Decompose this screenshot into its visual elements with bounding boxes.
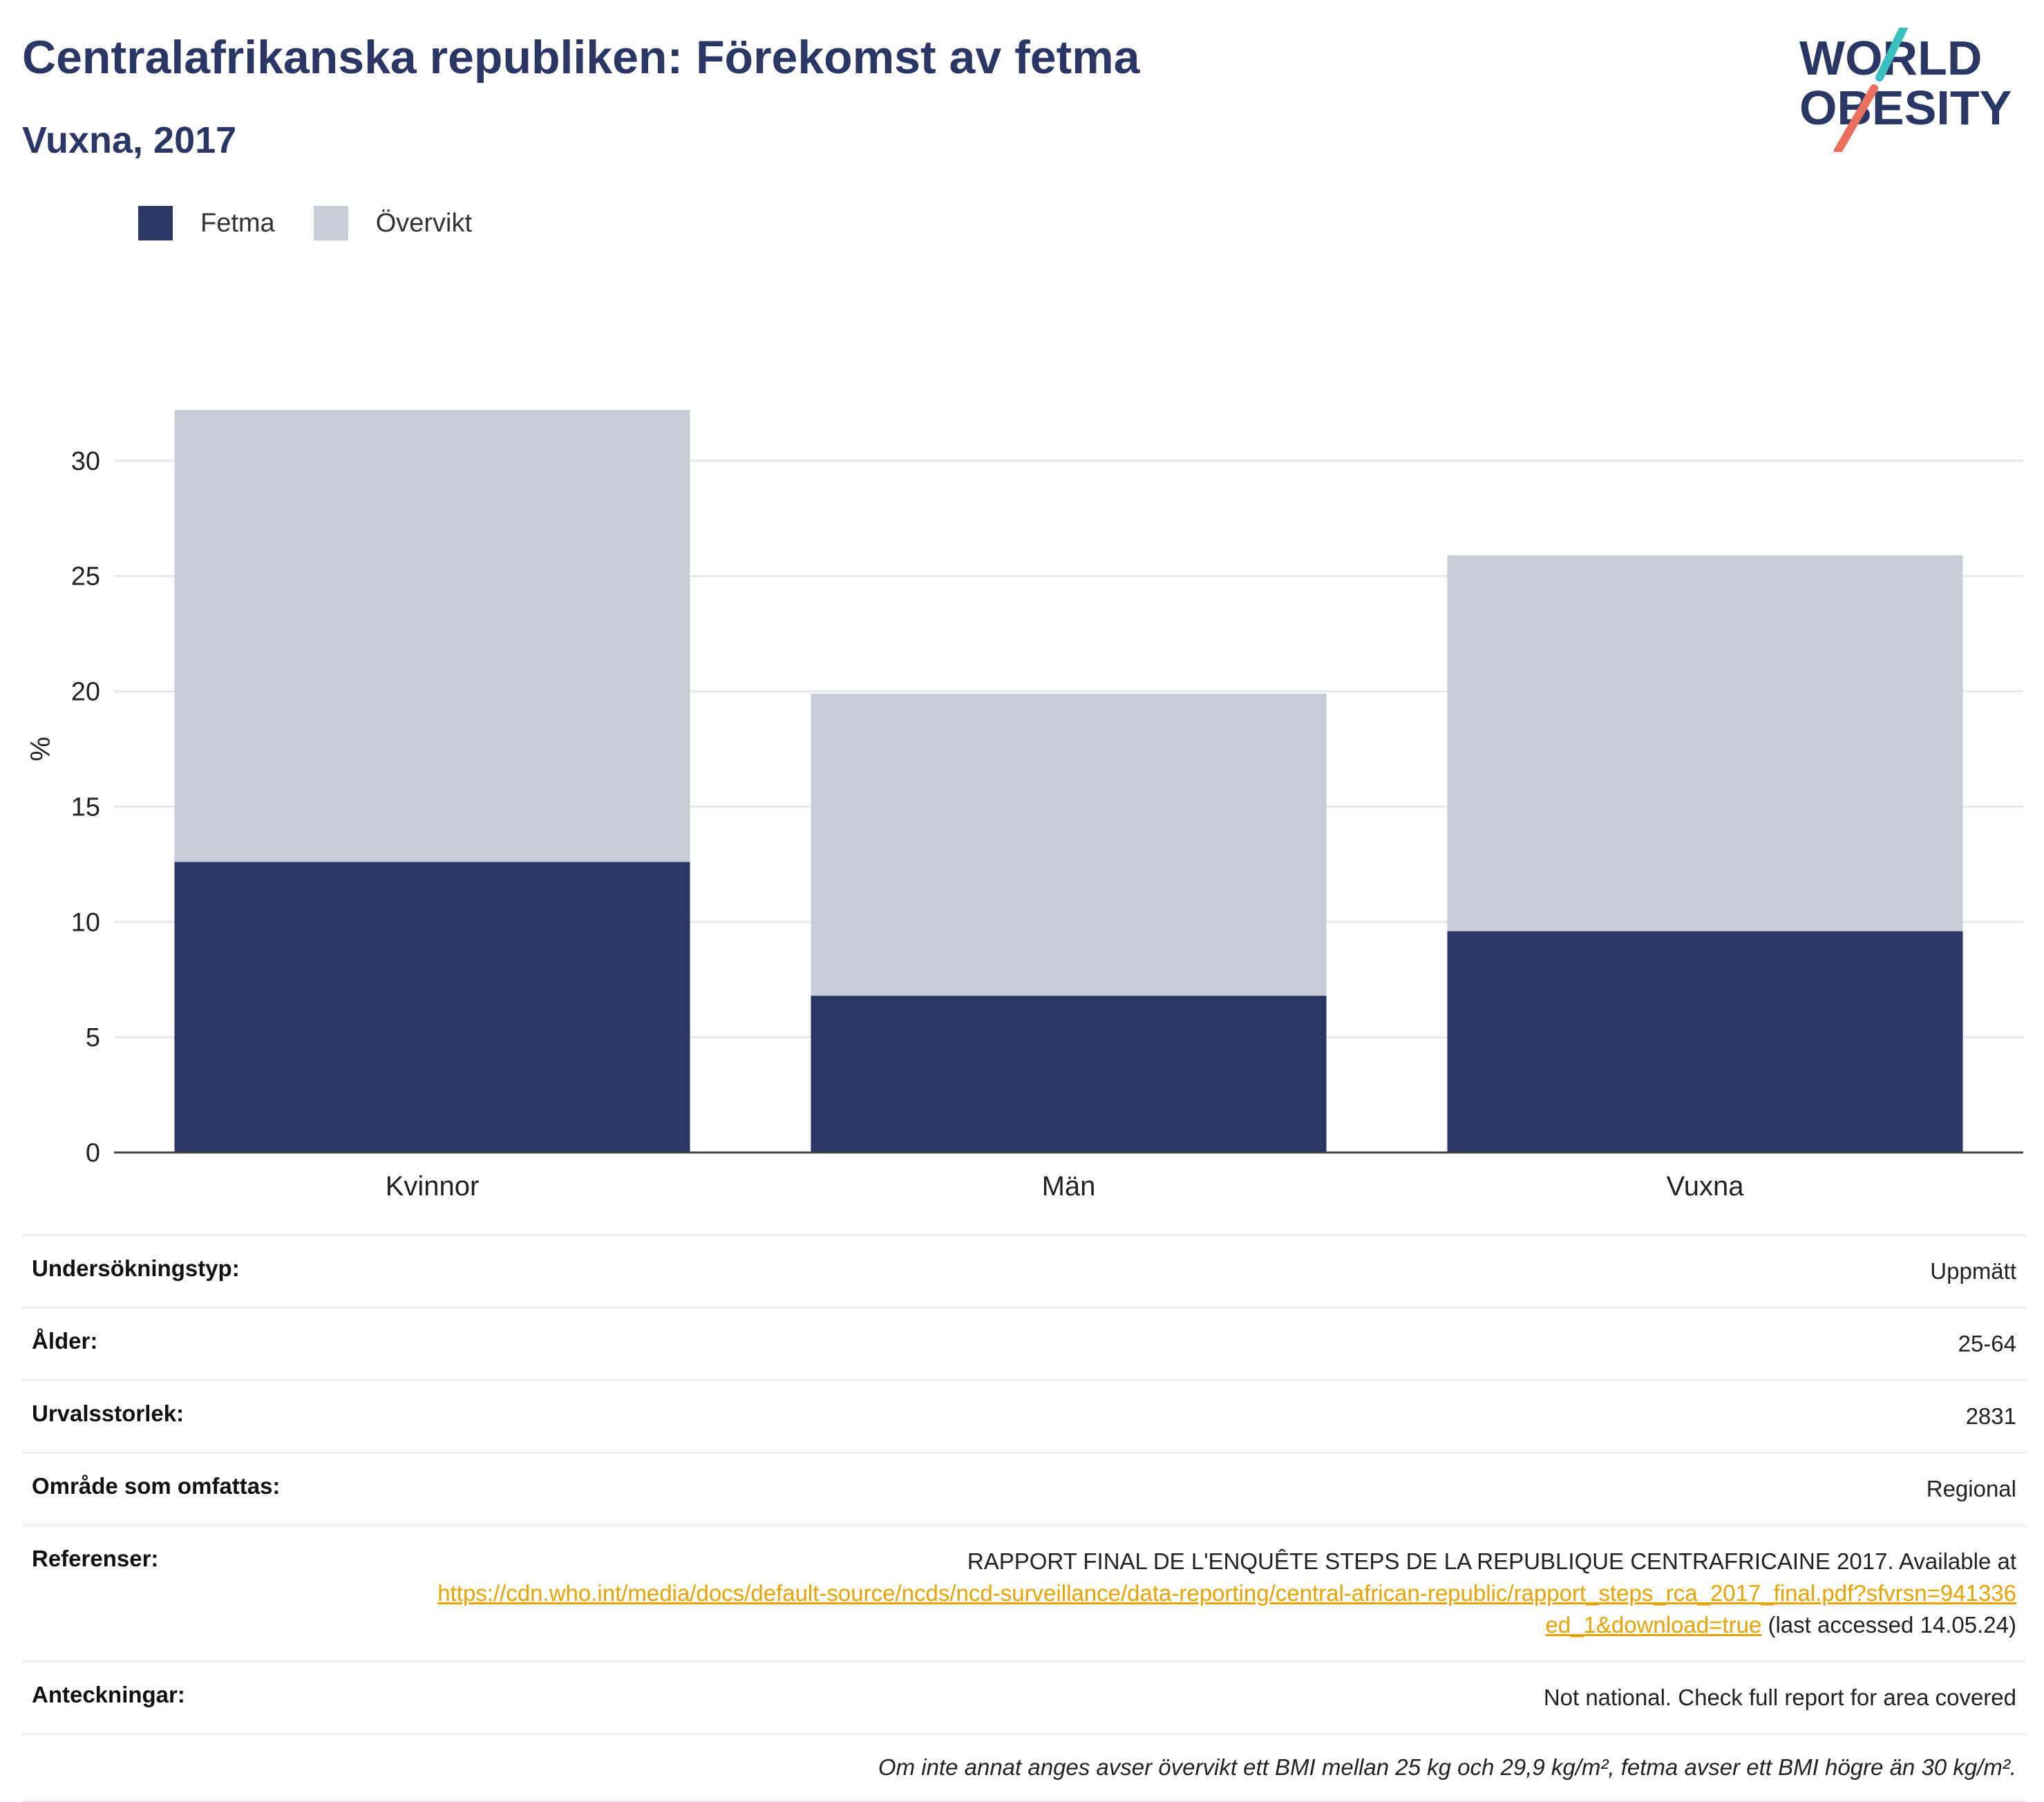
info-value: 25-64 [1958, 1331, 2016, 1356]
legend-label-fetma: Fetma [200, 208, 275, 238]
info-row-age: Ålder: 25-64 [22, 1309, 2026, 1381]
legend-swatch-overvikt [313, 206, 348, 240]
chart-subtitle: Vuxna, 2017 [22, 120, 237, 161]
info-row-notes: Anteckningar: Not national. Check full r… [22, 1662, 2026, 1735]
bar-vuxna-fetma [1447, 931, 1963, 1153]
y-tick-label: 30 [71, 447, 100, 476]
bar-kvinnor-overvikt [174, 410, 690, 862]
info-label: Urvalsstorlek: [32, 1401, 184, 1426]
x-tick-label: Män [1042, 1171, 1096, 1202]
legend-item-overvikt[interactable]: Övervikt [313, 206, 473, 240]
info-value: Uppmätt [1930, 1258, 2016, 1284]
chart-title: Centralafrikanska republiken: Förekomst … [22, 31, 1140, 84]
chart-legend: Fetma Övervikt [138, 206, 511, 240]
y-tick-label: 10 [71, 908, 100, 937]
info-row-sample-size: Urvalsstorlek: 2831 [22, 1381, 2026, 1454]
bar-kvinnor-fetma [174, 862, 690, 1153]
info-row-survey-type: Undersökningstyp: Uppmätt [22, 1236, 2026, 1309]
info-value: 2831 [1965, 1403, 2016, 1429]
info-row-area: Område som omfattas: Regional [22, 1454, 2026, 1526]
logo-slash-coral [1834, 84, 1878, 152]
x-tick-label: Kvinnor [386, 1171, 480, 1202]
y-tick-label: 5 [86, 1023, 100, 1052]
info-label: Undersökningstyp: [32, 1255, 240, 1281]
world-obesity-logo: WORLD OBESITY [1799, 28, 2012, 152]
legend-label-overvikt: Övervikt [375, 208, 473, 238]
y-tick-label: 25 [71, 562, 100, 591]
references-value: RAPPORT FINAL DE L'ENQUÊTE STEPS DE LA R… [427, 1546, 2016, 1641]
reference-accessed: (last accessed 14.05.24) [1768, 1612, 2016, 1638]
info-label: Referenser: [32, 1546, 159, 1571]
info-row-references: Referenser: RAPPORT FINAL DE L'ENQUÊTE S… [22, 1526, 2026, 1662]
info-value: Regional [1926, 1476, 2016, 1501]
y-tick-label: 0 [86, 1139, 100, 1168]
info-value: Not national. Check full report for area… [1543, 1685, 2016, 1710]
info-label: Ålder: [32, 1328, 98, 1354]
legend-item-fetma[interactable]: Fetma [138, 206, 275, 240]
bar-män-overvikt [811, 693, 1327, 996]
reference-text: RAPPORT FINAL DE L'ENQUÊTE STEPS DE LA R… [967, 1548, 2016, 1574]
info-row-footnote: Om inte annat anges avser övervikt ett B… [22, 1735, 2026, 1802]
y-tick-label: 15 [71, 793, 100, 822]
survey-info-table: Undersökningstyp: Uppmätt Ålder: 25-64 U… [22, 1234, 2026, 1802]
bar-män-fetma [811, 996, 1327, 1153]
y-tick-label: 20 [71, 678, 100, 707]
reference-link[interactable]: https://cdn.who.int/media/docs/default-s… [437, 1580, 2016, 1638]
stacked-bar-chart: 0 5 10 15 20 25 30% Kvinnor Män Vuxna [26, 410, 2023, 1202]
bar-vuxna-overvikt [1447, 555, 1963, 931]
legend-swatch-fetma [138, 206, 173, 240]
bmi-footnote: Om inte annat anges avser övervikt ett B… [878, 1754, 2016, 1780]
logo-word-obesity: OBESITY [1799, 81, 2012, 135]
info-label: Område som omfattas: [32, 1473, 281, 1499]
logo-slash-teal [1875, 28, 1908, 82]
info-label: Anteckningar: [32, 1682, 185, 1707]
x-tick-label: Vuxna [1667, 1171, 1745, 1202]
y-axis-label: % [26, 737, 56, 761]
